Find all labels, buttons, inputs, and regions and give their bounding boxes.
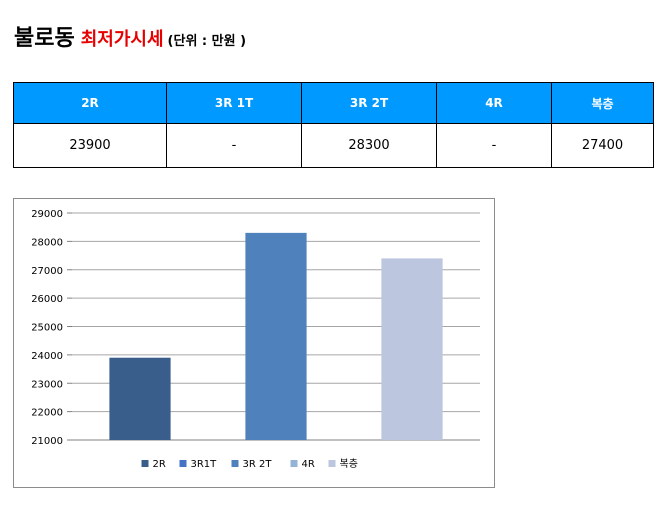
table-header-row: 2R 3R 1T 3R 2T 4R 복층: [13, 82, 654, 124]
chart-canvas: 21000 22000 23000 24000 25000 26000 27000 28000…: [31, 209, 480, 470]
table-row: 23900 - 28300 - 27400: [13, 123, 654, 168]
title-main: 불로동: [14, 26, 75, 51]
y-tick-label: 26000: [31, 294, 63, 305]
table-cell: 27400: [551, 123, 654, 168]
y-tick-label: 27000: [31, 266, 63, 277]
table-cell: 23900: [13, 123, 167, 168]
page-title: 불로동 최저가시세 (단위 : 만원 ): [14, 20, 246, 52]
chart-legend: 2R 3R1T 3R 2T 4R 복층: [141, 458, 358, 470]
y-tick-label: 29000: [31, 209, 63, 220]
legend-swatch: [141, 460, 149, 467]
column-header: 3R 2T: [301, 82, 437, 124]
legend-swatch: [231, 460, 239, 467]
bar-복층: [381, 258, 443, 440]
chart-y-ticks: 21000 22000 23000 24000 25000 26000 27000 28000…: [31, 209, 63, 447]
legend-swatch: [328, 460, 336, 467]
y-tick-label: 23000: [31, 379, 63, 390]
price-table: 2R 3R 1T 3R 2T 4R 복층 23900 - 28300 - 274…: [13, 82, 654, 168]
title-sub: 최저가시세: [80, 29, 164, 50]
bar-3R2T: [245, 232, 307, 440]
y-tick-label: 28000: [31, 237, 63, 248]
legend-label: 복층: [340, 458, 358, 470]
legend-label: 2R: [153, 459, 166, 470]
column-header: 2R: [13, 82, 167, 124]
legend-label: 4R: [302, 459, 315, 470]
legend-label: 3R1T: [191, 459, 218, 470]
legend-swatch: [179, 460, 187, 467]
column-header: 4R: [436, 82, 552, 124]
y-tick-label: 22000: [31, 408, 63, 419]
legend-swatch: [290, 460, 298, 467]
y-tick-label: 25000: [31, 323, 63, 334]
column-header: 복층: [551, 82, 654, 124]
chart-bars: [109, 232, 443, 440]
bar-chart: 21000 22000 23000 24000 25000 26000 27000 28000…: [13, 198, 495, 488]
legend-label: 3R 2T: [243, 459, 273, 470]
table-cell: -: [166, 123, 302, 168]
table-cell: -: [436, 123, 552, 168]
bar-2R: [109, 357, 171, 440]
title-unit: (단위 : 만원 ): [167, 34, 247, 49]
y-tick-label: 24000: [31, 351, 63, 362]
table-cell: 28300: [301, 123, 437, 168]
y-tick-label: 21000: [31, 436, 63, 447]
column-header: 3R 1T: [166, 82, 302, 124]
